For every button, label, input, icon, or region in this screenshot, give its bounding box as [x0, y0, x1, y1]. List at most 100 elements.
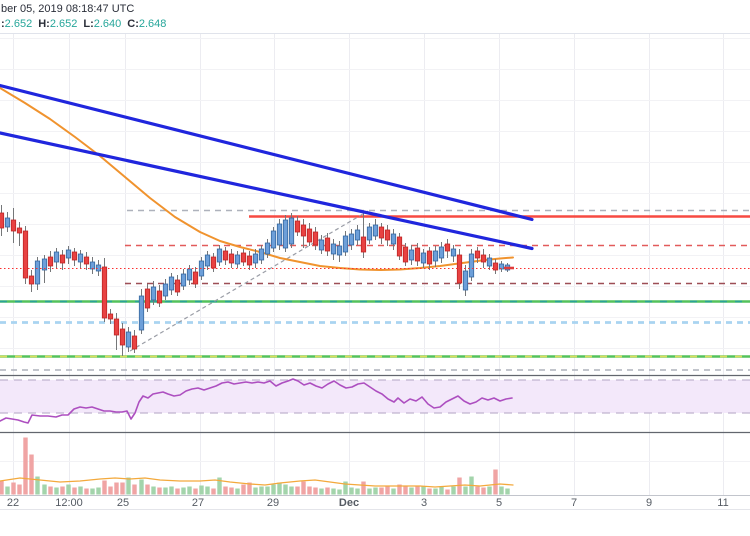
- candle-down: [396, 236, 403, 257]
- volume-bar-down: [475, 486, 480, 495]
- candle-down: [360, 236, 367, 253]
- volume-bar-down: [247, 482, 252, 495]
- low-value: L:2.640: [83, 18, 122, 30]
- candle-down: [47, 256, 54, 267]
- volume-bar-down: [415, 485, 420, 495]
- candle-down: [222, 250, 229, 261]
- volume-bar-up: [487, 486, 492, 495]
- volume-bar-up: [319, 488, 324, 495]
- candle-up: [258, 248, 265, 261]
- candle-up: [288, 217, 295, 245]
- moving-average-layer[interactable]: [0, 87, 514, 271]
- candle-down: [492, 262, 499, 271]
- volume-bar-down: [120, 482, 125, 495]
- open-value: :2.652: [1, 18, 33, 30]
- trendlines-layer[interactable]: [0, 83, 534, 251]
- volume-bar-down: [229, 487, 234, 495]
- volume-bar-up: [331, 488, 336, 495]
- rsi-line: [0, 378, 513, 424]
- candle-up: [180, 273, 187, 287]
- candles-layer[interactable]: [0, 205, 511, 356]
- close-value: C:2.648: [127, 18, 167, 30]
- candle-up: [354, 229, 361, 241]
- candle-down: [228, 253, 235, 264]
- x-axis-label-29: 29: [267, 497, 279, 509]
- volume-bar-up: [187, 486, 192, 495]
- volume-ma-line: [0, 477, 514, 488]
- volume-bar-up: [126, 477, 131, 495]
- candle-down: [300, 224, 307, 237]
- falling-trendline-upper[interactable]: [0, 83, 534, 222]
- volume-bar-up: [253, 487, 258, 495]
- candle-down: [174, 279, 181, 293]
- falling-trendline-lower[interactable]: [0, 131, 534, 251]
- volume-bar-up: [409, 487, 414, 495]
- candle-down: [480, 254, 487, 263]
- candle-down: [210, 256, 217, 269]
- candle-up: [186, 268, 193, 281]
- volume-bar-down: [223, 486, 228, 495]
- volume-bar-down: [114, 482, 119, 495]
- candle-down: [0, 212, 5, 229]
- candle-down: [240, 252, 247, 263]
- volume-bar-up: [54, 487, 59, 495]
- candle-down: [294, 220, 301, 233]
- volume-bar-up: [343, 481, 348, 495]
- candle-up: [168, 276, 175, 291]
- volume-bar-up: [96, 487, 101, 495]
- candle-up: [4, 217, 11, 228]
- candle-down: [378, 226, 385, 239]
- volume-bar-up: [205, 486, 210, 495]
- high-value: H:2.652: [38, 18, 78, 30]
- volume-bar-up: [505, 488, 510, 495]
- volume-bar-up: [163, 487, 168, 495]
- volume-bar-up: [139, 479, 144, 495]
- volume-bar-up: [90, 488, 95, 495]
- candle-up: [138, 295, 145, 331]
- candle-down: [156, 290, 163, 304]
- candle-down: [28, 275, 35, 285]
- x-axis-label-3: 3: [421, 497, 427, 509]
- candle-up: [282, 219, 289, 249]
- candle-down: [426, 250, 433, 265]
- volume-bar-down: [48, 486, 53, 495]
- volume-bar-up: [265, 486, 270, 495]
- price-line-layer[interactable]: [0, 266, 750, 270]
- rsi-panel[interactable]: [0, 378, 750, 424]
- candle-up: [372, 224, 379, 237]
- volume-bar-down: [313, 487, 318, 495]
- volume-bar-down: [11, 482, 16, 495]
- candle-up: [204, 254, 211, 267]
- volume-bar-down: [307, 486, 312, 495]
- candle-down: [306, 228, 313, 243]
- volume-bar-up: [42, 484, 47, 495]
- candle-up: [53, 251, 60, 263]
- volume-bar-up: [337, 489, 342, 495]
- candle-up: [462, 270, 469, 291]
- candle-up: [65, 249, 72, 259]
- candle-up: [342, 235, 349, 253]
- volume-panel[interactable]: [0, 437, 514, 495]
- volume-bar-down: [60, 486, 65, 495]
- volume-bar-down: [379, 487, 384, 495]
- level-lines-layer[interactable]: [0, 209, 750, 371]
- x-axis-label-5: 5: [496, 497, 502, 509]
- volume-bar-down: [102, 480, 107, 495]
- volume-bar-up: [289, 486, 294, 495]
- volume-bar-up: [199, 485, 204, 495]
- candle-down: [113, 318, 120, 336]
- candle-down: [324, 237, 331, 252]
- candle-down: [59, 254, 66, 264]
- candle-down: [246, 255, 253, 266]
- grid-layer: [0, 33, 750, 495]
- candle-up: [432, 250, 439, 262]
- ohlc-header: ber 05, 2019 08:18:47 UTC :2.652 H:2.652 L…: [1, 2, 172, 31]
- candle-down: [312, 231, 319, 246]
- candle-up: [348, 233, 355, 246]
- volume-bar-down: [385, 486, 390, 495]
- volume-bar-down: [23, 437, 28, 495]
- volume-bar-up: [433, 488, 438, 495]
- candle-down: [119, 328, 126, 346]
- volume-bar-down: [301, 481, 306, 495]
